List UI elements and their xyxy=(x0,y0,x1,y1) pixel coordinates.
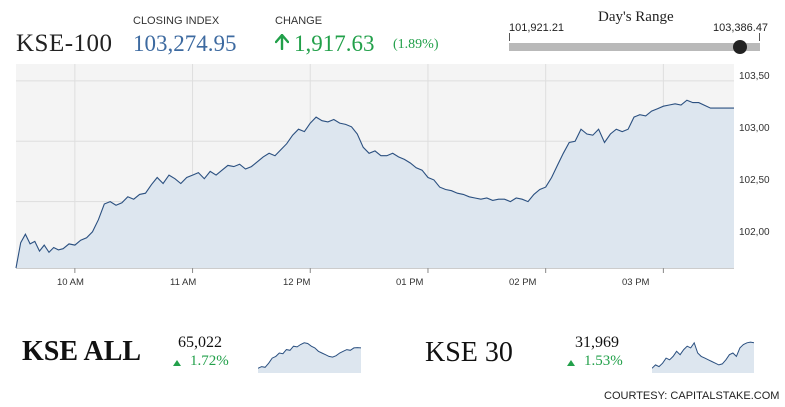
x-tick-label: 01 PM xyxy=(396,277,424,288)
kse-30-value: 31,969 xyxy=(575,334,619,351)
x-tick-label: 11 AM xyxy=(170,277,197,288)
x-tick-label: 02 PM xyxy=(509,277,537,288)
kse-30-name: KSE 30 xyxy=(425,337,513,368)
days-range-title: Day's Range xyxy=(598,9,674,25)
arrow-up-icon xyxy=(275,34,289,50)
y-tick-label: 103,50 xyxy=(739,71,770,82)
kse-30-sparkline xyxy=(652,341,754,373)
y-tick-label: 103,00 xyxy=(739,123,770,134)
days-range-bar xyxy=(509,43,760,51)
closing-index-label: CLOSING INDEX xyxy=(133,15,220,27)
sparkline-line xyxy=(652,341,754,369)
index-name: KSE-100 xyxy=(16,30,113,57)
x-tick-label: 10 AM xyxy=(57,277,84,288)
sparkline-area xyxy=(258,342,361,373)
change-percent: (1.89%) xyxy=(393,37,439,52)
kse-30-percent: 1.53% xyxy=(584,353,623,369)
days-range-low: 101,921.21 xyxy=(509,22,565,34)
kse-all-percent: 1.72% xyxy=(190,353,229,369)
kse-all-sparkline xyxy=(258,342,361,373)
days-range-marker xyxy=(732,40,747,54)
triangle-up-icon xyxy=(173,360,181,366)
courtesy-credit: COURTESY: CAPITALSTAKE.COM xyxy=(604,390,780,402)
kse-all-value: 65,022 xyxy=(178,334,222,351)
x-tick-label: 03 PM xyxy=(622,277,650,288)
y-tick-label: 102,00 xyxy=(739,227,770,238)
range-tick-low xyxy=(509,33,510,41)
x-tick-label: 12 PM xyxy=(283,277,311,288)
y-tick-label: 102,50 xyxy=(739,175,770,186)
sparkline-line xyxy=(258,342,361,369)
closing-index-value: 103,274.95 xyxy=(133,31,237,56)
change-value: 1,917.63 xyxy=(294,31,375,56)
change-label: CHANGE xyxy=(275,15,323,27)
series-area xyxy=(16,100,734,268)
triangle-up-icon xyxy=(567,360,575,366)
kse-all-name: KSE ALL xyxy=(22,336,142,367)
range-tick-high xyxy=(759,33,760,41)
days-range-high: 103,386.47 xyxy=(713,22,769,34)
intraday-chart xyxy=(15,64,734,273)
series-line xyxy=(15,99,734,269)
